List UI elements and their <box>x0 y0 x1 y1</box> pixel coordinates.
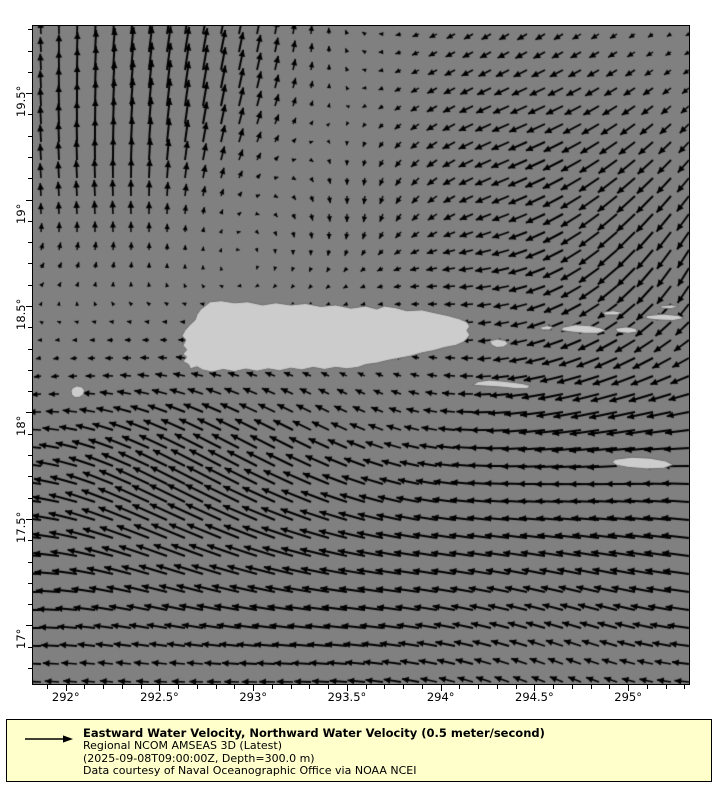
y-minor-tick <box>28 455 32 456</box>
right-arrow-icon <box>25 735 73 743</box>
y-minor-tick <box>28 242 32 243</box>
x-minor-tick <box>384 685 385 689</box>
x-minor-tick <box>197 685 198 689</box>
x-major-tick <box>347 685 348 691</box>
x-minor-tick <box>422 685 423 689</box>
y-minor-tick <box>28 562 32 563</box>
y-minor-tick <box>28 498 32 499</box>
y-minor-tick <box>28 647 32 648</box>
x-minor-tick <box>478 685 479 689</box>
x-minor-tick <box>309 685 310 689</box>
x-axis-tick-label: 295° <box>614 690 642 704</box>
x-minor-tick <box>516 685 517 689</box>
y-axis-tick-label: 17.5° <box>14 511 28 543</box>
y-axis-tick-label: 19.5° <box>14 85 28 118</box>
y-major-tick <box>26 306 32 307</box>
legend-box: Eastward Water Velocity, Northward Water… <box>6 719 712 782</box>
y-minor-tick <box>28 370 32 371</box>
x-major-tick <box>253 685 254 691</box>
x-minor-tick <box>553 685 554 689</box>
y-axis-tick-label: 18° <box>14 416 28 437</box>
x-minor-tick <box>609 685 610 689</box>
x-minor-tick <box>497 685 498 689</box>
y-minor-tick <box>28 476 32 477</box>
x-minor-tick <box>647 685 648 689</box>
y-minor-tick <box>28 221 32 222</box>
x-minor-tick <box>591 685 592 689</box>
x-minor-tick <box>459 685 460 689</box>
legend-text-block: Eastward Water Velocity, Northward Water… <box>83 727 705 778</box>
x-minor-tick <box>572 685 573 689</box>
y-minor-tick <box>28 668 32 669</box>
x-minor-tick <box>403 685 404 689</box>
y-minor-tick <box>28 540 32 541</box>
y-minor-tick <box>28 604 32 605</box>
legend-line-3: Data courtesy of Naval Oceanographic Off… <box>83 764 417 778</box>
x-axis-tick-label: 292° <box>51 690 80 704</box>
x-major-tick <box>66 685 67 691</box>
y-major-tick <box>26 200 32 201</box>
y-major-tick <box>26 93 32 94</box>
x-axis-tick-label: 294° <box>426 690 455 704</box>
y-axis-tick-label: 17° <box>14 628 28 650</box>
y-minor-tick <box>28 136 32 137</box>
x-minor-tick <box>141 685 142 689</box>
x-minor-tick <box>366 685 367 689</box>
x-minor-tick <box>216 685 217 689</box>
y-minor-tick <box>28 29 32 30</box>
x-minor-tick <box>103 685 104 689</box>
x-minor-tick <box>84 685 85 689</box>
y-minor-tick <box>28 349 32 350</box>
y-minor-tick <box>28 157 32 158</box>
x-axis-tick-label: 293.5° <box>327 690 367 704</box>
x-minor-tick <box>178 685 179 689</box>
y-minor-tick <box>28 327 32 328</box>
x-minor-tick <box>666 685 667 689</box>
y-minor-tick <box>28 114 32 115</box>
y-minor-tick <box>28 391 32 392</box>
y-axis-tick-label: 18.5° <box>14 298 28 331</box>
y-axis-tick-label: 19° <box>14 203 28 224</box>
y-major-tick <box>26 412 32 413</box>
x-major-tick <box>534 685 535 691</box>
x-minor-tick <box>234 685 235 689</box>
y-minor-tick <box>28 285 32 286</box>
y-minor-tick <box>28 51 32 52</box>
x-axis-tick-label: 292.5° <box>140 690 179 704</box>
legend-title: Eastward Water Velocity, Northward Water… <box>83 726 545 740</box>
y-major-tick <box>26 519 32 520</box>
y-major-tick <box>26 625 32 626</box>
y-minor-tick <box>28 263 32 264</box>
y-minor-tick <box>28 434 32 435</box>
y-minor-tick <box>28 72 32 73</box>
vector-field-canvas[interactable] <box>32 25 690 685</box>
x-minor-tick <box>272 685 273 689</box>
x-major-tick <box>628 685 629 691</box>
legend-line-1: Regional NCOM AMSEAS 3D (Latest) <box>83 739 282 752</box>
y-minor-tick <box>28 178 32 179</box>
y-minor-tick <box>28 583 32 584</box>
x-minor-tick <box>328 685 329 689</box>
map-plot-area[interactable] <box>32 25 690 685</box>
legend-line-2: (2025-09-08T09:00:00Z, Depth=300.0 m) <box>83 751 315 765</box>
x-axis-tick-label: 294.5° <box>515 690 554 704</box>
x-minor-tick <box>47 685 48 689</box>
x-major-tick <box>441 685 442 691</box>
x-minor-tick <box>684 685 685 689</box>
x-minor-tick <box>291 685 292 689</box>
x-axis-tick-label: 293° <box>239 690 268 704</box>
x-minor-tick <box>122 685 123 689</box>
x-major-tick <box>159 685 160 691</box>
